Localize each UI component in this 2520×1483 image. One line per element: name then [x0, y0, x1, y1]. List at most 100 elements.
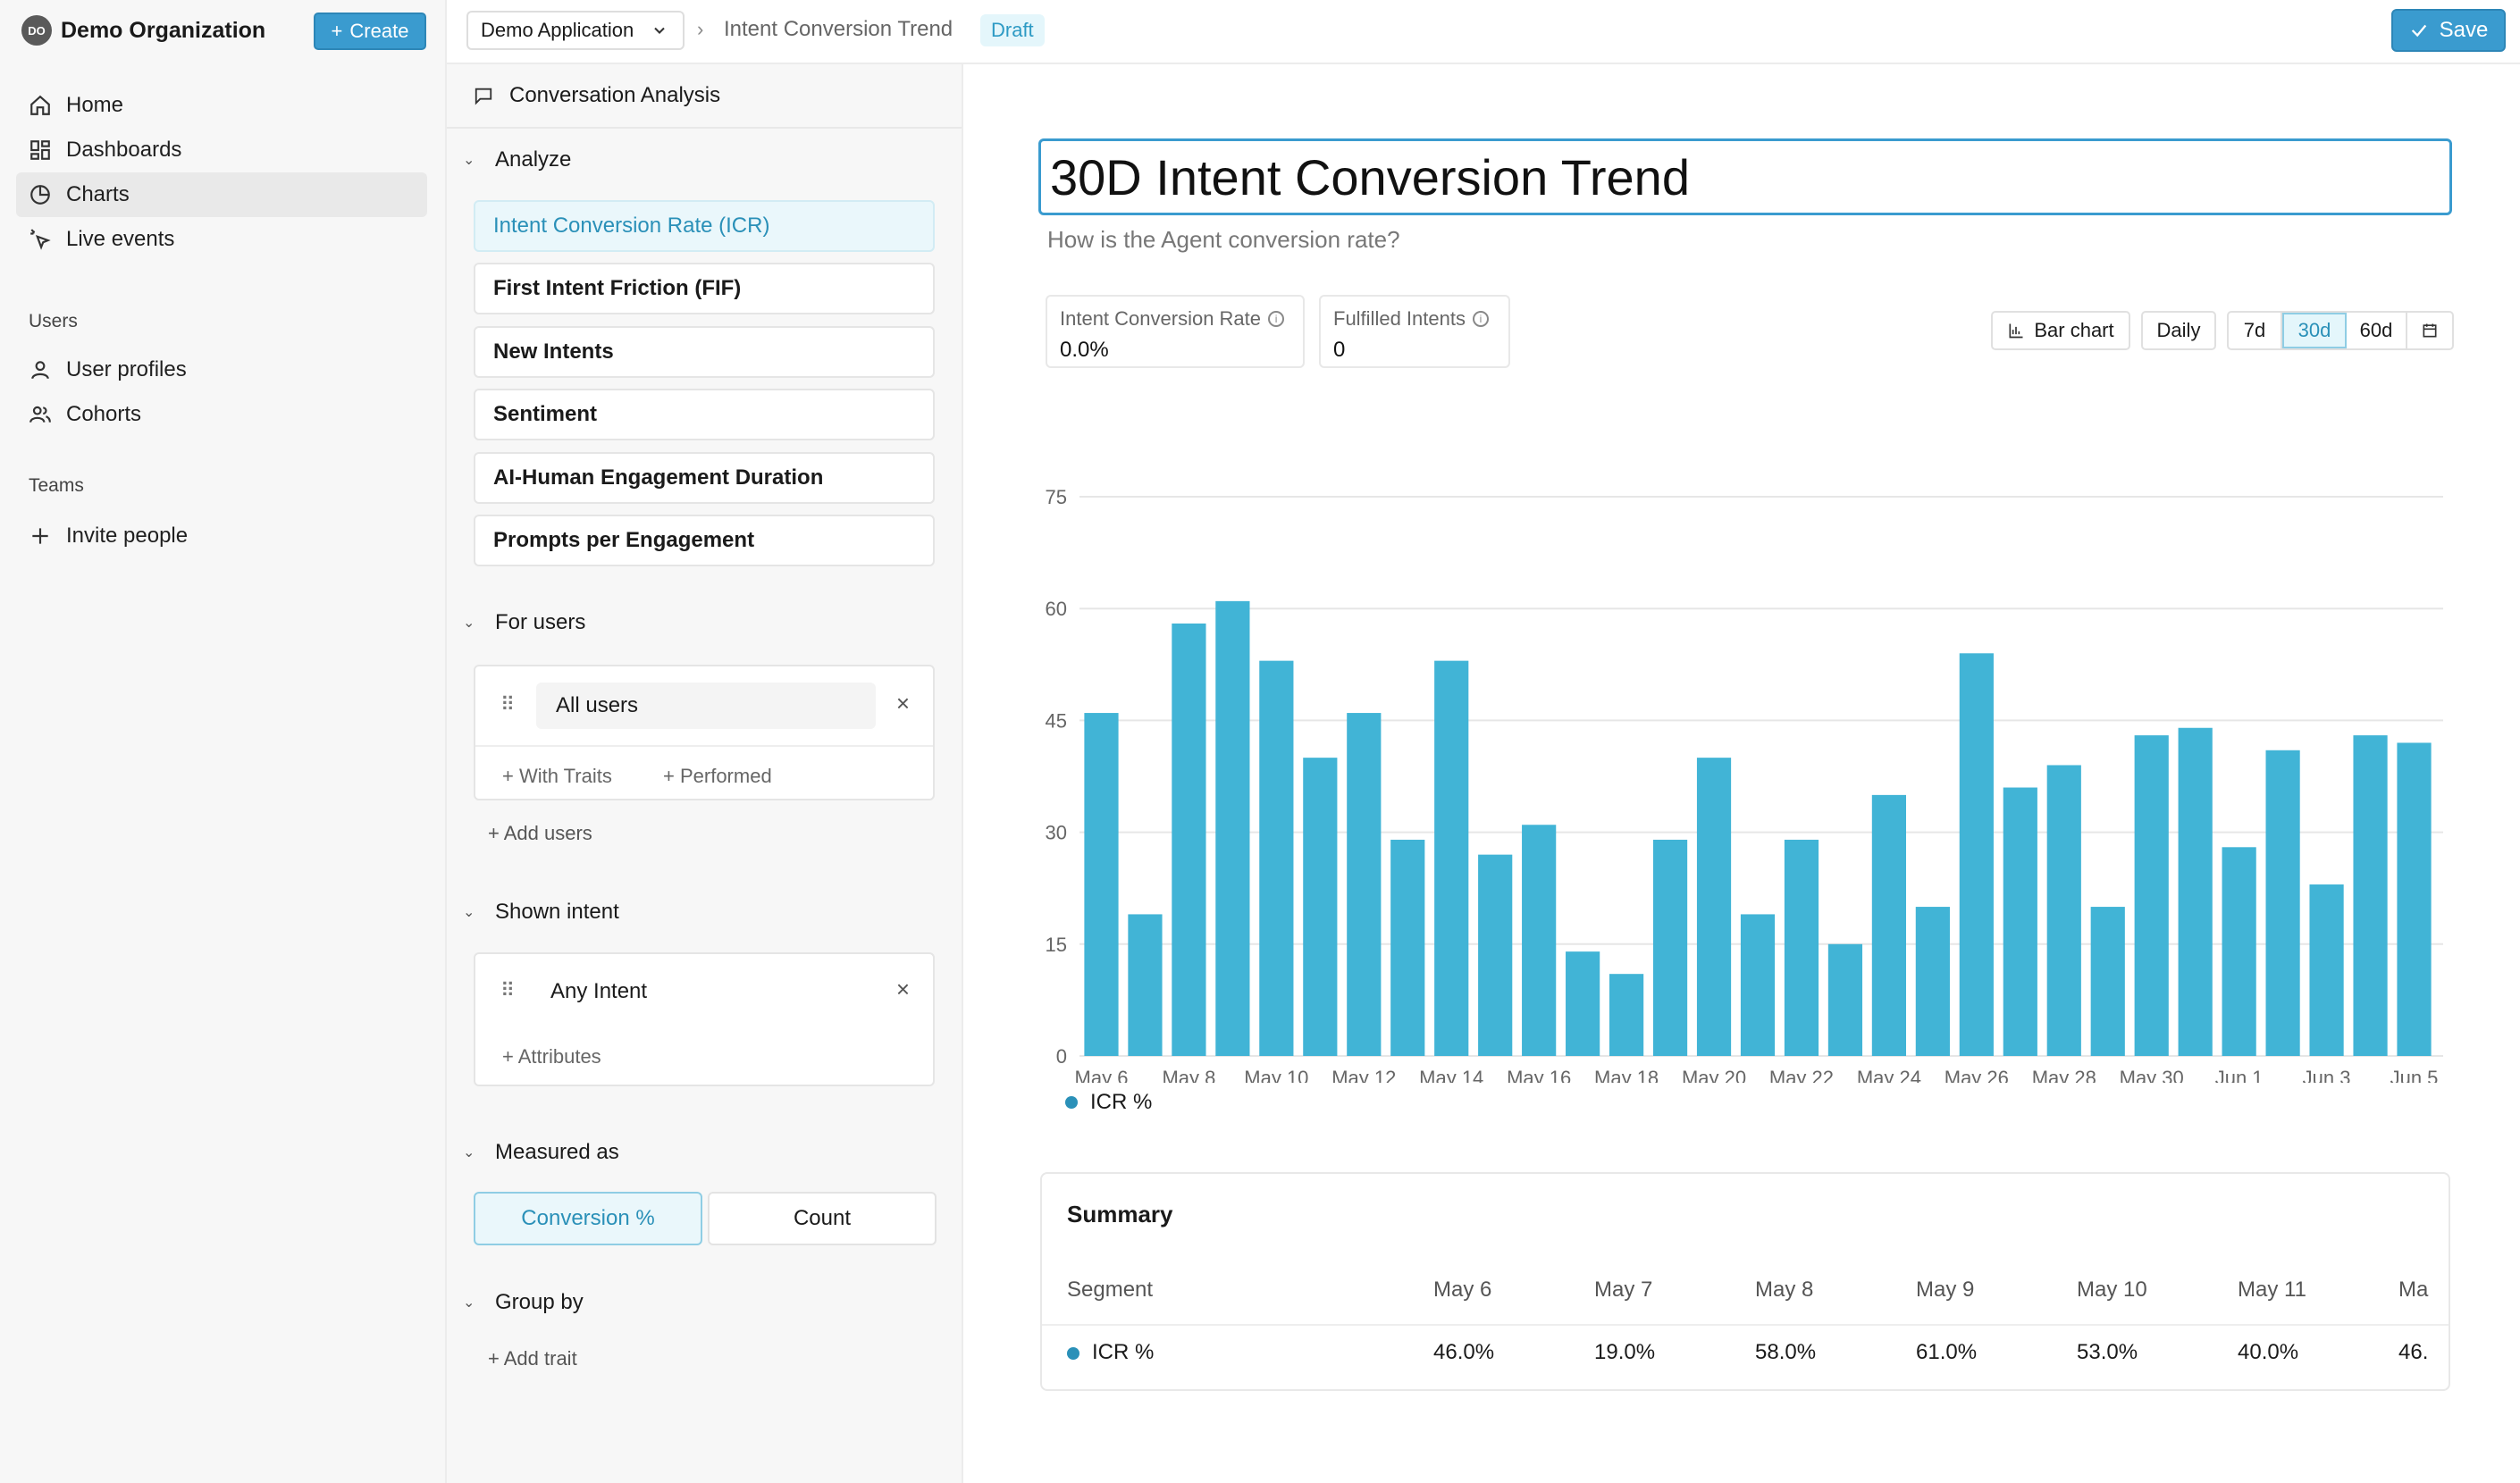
y-tick-label: 45 [1046, 709, 1067, 732]
bar-may-16[interactable] [1522, 825, 1557, 1056]
divider [475, 745, 933, 747]
metric-prompts-per-engagement[interactable]: Prompts per Engagement [474, 515, 935, 566]
with-traits-label: With Traits [518, 765, 612, 787]
user-filter-value[interactable]: All users [536, 683, 876, 729]
bar-may-31[interactable] [2178, 727, 2213, 1056]
pie-chart-icon [30, 185, 50, 205]
config-header: Conversation Analysis [447, 64, 962, 129]
close-icon[interactable]: × [895, 690, 910, 716]
chevron-down-icon: ⌄ [463, 1145, 475, 1160]
bar-may-23[interactable] [1827, 943, 1863, 1056]
nav-home[interactable]: Home [16, 83, 427, 128]
section-measured-as[interactable]: ⌄ Measured as [463, 1140, 619, 1165]
add-users-button[interactable]: + Add users [488, 822, 592, 844]
users-nav: User profiles Cohorts [16, 348, 427, 437]
section-analyze[interactable]: ⌄ Analyze [463, 147, 571, 172]
summary-column-header: Ma [2398, 1278, 2429, 1302]
metric-sentiment[interactable]: Sentiment [474, 389, 935, 440]
bar-may-6[interactable] [1084, 713, 1119, 1056]
org-switcher[interactable]: DO Demo Organization [21, 15, 266, 46]
close-icon[interactable]: × [895, 976, 910, 1002]
bar-jun-2[interactable] [2265, 750, 2300, 1056]
metric-fif[interactable]: First Intent Friction (FIF) [474, 263, 935, 314]
metric-icr[interactable]: Intent Conversion Rate (ICR) [474, 200, 935, 252]
metric-engagement-duration[interactable]: AI-Human Engagement Duration [474, 452, 935, 504]
nav-invite-people-label: Invite people [66, 524, 189, 548]
nav-dashboards[interactable]: Dashboards [16, 128, 427, 172]
application-select[interactable]: Demo Application [466, 11, 685, 50]
bar-may-26[interactable] [1959, 653, 1994, 1056]
bar-may-27[interactable] [2003, 787, 2037, 1056]
calendar-icon[interactable] [2407, 313, 2452, 348]
summary-column-header: May 6 [1433, 1278, 1492, 1302]
chart-title-input[interactable] [1038, 138, 2452, 215]
chart-subtitle[interactable]: How is the Agent conversion rate? [1047, 226, 1400, 253]
section-for-users[interactable]: ⌄ For users [463, 610, 585, 635]
bar-may-18[interactable] [1609, 974, 1644, 1056]
summary-cell: 19.0% [1594, 1340, 1656, 1364]
interval-button[interactable]: Daily [2141, 311, 2216, 350]
bar-may-19[interactable] [1652, 839, 1688, 1056]
nav-invite-people[interactable]: Invite people [16, 514, 427, 558]
section-analyze-label: Analyze [495, 147, 572, 172]
nav-user-profiles[interactable]: User profiles [16, 348, 427, 392]
bar-jun-4[interactable] [2353, 735, 2388, 1056]
chart-legend[interactable]: ICR % [1065, 1090, 1152, 1115]
bar-may-9[interactable] [1215, 600, 1250, 1056]
chart-type-button[interactable]: Bar chart [1991, 311, 2130, 350]
range-60d[interactable]: 60d [2347, 313, 2407, 348]
measure-count-button[interactable]: Count [708, 1192, 937, 1245]
create-button[interactable]: + Create [314, 13, 426, 50]
drag-handle-icon[interactable]: ⠿ [500, 979, 515, 1001]
y-tick-label: 0 [1056, 1045, 1067, 1068]
bar-jun-1[interactable] [2222, 847, 2256, 1056]
section-shown-intent[interactable]: ⌄ Shown intent [463, 900, 619, 925]
kpi-fulfilled: Fulfilled Intents i 0 [1319, 295, 1510, 368]
attributes-button[interactable]: + Attributes [502, 1045, 601, 1068]
bar-may-25[interactable] [1915, 907, 1950, 1056]
bar-may-28[interactable] [2046, 765, 2081, 1056]
add-trait-button[interactable]: + Add trait [488, 1347, 577, 1370]
range-7d[interactable]: 7d [2229, 313, 2282, 348]
bar-may-21[interactable] [1740, 914, 1776, 1056]
chevron-down-icon: ⌄ [463, 1295, 475, 1311]
info-icon[interactable]: i [1472, 311, 1489, 327]
bar-may-30[interactable] [2134, 735, 2169, 1056]
nav-live-events[interactable]: Live events [16, 217, 427, 262]
info-icon[interactable]: i [1268, 311, 1285, 327]
bar-jun-3[interactable] [2309, 884, 2344, 1056]
range-30d[interactable]: 30d [2282, 313, 2347, 348]
message-icon [475, 88, 492, 105]
section-group-by-label: Group by [495, 1290, 584, 1314]
top-bar: Demo Application › Intent Conversion Tre… [447, 0, 2520, 64]
section-group-by[interactable]: ⌄ Group by [463, 1290, 584, 1315]
nav-cohorts[interactable]: Cohorts [16, 392, 427, 437]
bar-may-13[interactable] [1390, 839, 1425, 1056]
nav-charts[interactable]: Charts [16, 172, 427, 217]
bar-may-29[interactable] [2090, 907, 2125, 1056]
bar-may-8[interactable] [1172, 623, 1206, 1056]
bar-may-7[interactable] [1128, 914, 1163, 1056]
bar-may-20[interactable] [1696, 758, 1732, 1056]
with-traits-button[interactable]: + With Traits [502, 765, 612, 787]
bar-may-11[interactable] [1303, 758, 1338, 1056]
bar-may-17[interactable] [1566, 951, 1600, 1056]
bar-may-22[interactable] [1784, 839, 1819, 1056]
bar-may-14[interactable] [1434, 660, 1469, 1056]
bar-may-24[interactable] [1871, 794, 1907, 1056]
home-icon [30, 95, 50, 115]
bar-may-10[interactable] [1259, 660, 1294, 1056]
intent-filter-value[interactable]: Any Intent [550, 979, 648, 1003]
bar-may-12[interactable] [1347, 713, 1382, 1056]
kpi-icr-label: Intent Conversion Rate [1060, 307, 1262, 330]
metric-new-intents[interactable]: New Intents [474, 326, 935, 378]
measure-conversion-button[interactable]: Conversion % [474, 1192, 702, 1245]
performed-button[interactable]: + Performed [663, 765, 772, 787]
bar-may-15[interactable] [1478, 854, 1513, 1056]
drag-handle-icon[interactable]: ⠿ [500, 693, 515, 716]
bar-jun-5[interactable] [2397, 742, 2432, 1056]
save-button[interactable]: Save [2391, 9, 2506, 52]
main-nav: Home Dashboards Charts Live events [16, 83, 427, 262]
segment-label: ICR % [1092, 1340, 1155, 1364]
org-name: Demo Organization [61, 17, 266, 43]
